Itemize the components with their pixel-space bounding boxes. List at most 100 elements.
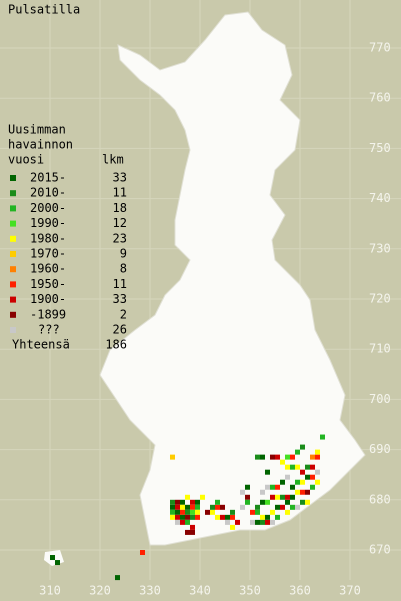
x-tick-label: 320 (89, 584, 111, 598)
observation (185, 529, 190, 535)
observation (245, 484, 250, 490)
observation (295, 449, 300, 455)
legend-label: 2010- (30, 186, 66, 200)
observation (280, 494, 285, 500)
legend-label: 1950- (30, 277, 66, 291)
observation (225, 514, 230, 520)
observation (195, 499, 200, 505)
observation (260, 514, 265, 520)
observation (275, 454, 280, 460)
total-count: 186 (105, 338, 127, 352)
observation (55, 560, 60, 566)
legend-label: 2015- (30, 171, 66, 185)
observation (315, 469, 320, 475)
observation (290, 454, 295, 460)
y-tick-label: 700 (369, 392, 391, 406)
observation (250, 509, 255, 515)
total-label: Yhteensä (12, 338, 70, 352)
legend-label: ??? (38, 323, 60, 337)
observation (200, 494, 205, 500)
observation (310, 484, 315, 490)
observation (185, 504, 190, 510)
observation (255, 519, 260, 525)
observation (285, 454, 290, 460)
legend-swatch (10, 311, 16, 318)
legend-label: 1960- (30, 262, 66, 276)
observation (140, 550, 145, 555)
observation (205, 509, 210, 515)
observation (275, 484, 280, 490)
legend-swatch (10, 175, 16, 181)
observation (245, 494, 250, 500)
observation (185, 509, 190, 515)
legend-swatch (10, 327, 16, 333)
observation (190, 514, 195, 520)
observation (270, 454, 275, 460)
observation (250, 519, 255, 525)
legend-count: 8 (120, 262, 127, 276)
observations (50, 434, 325, 581)
observation (290, 504, 295, 510)
legend-count: 11 (113, 277, 127, 291)
legend-label: 1990- (30, 216, 66, 230)
observation (260, 519, 265, 525)
observation (170, 454, 175, 460)
observation (230, 514, 235, 520)
observation (180, 509, 185, 515)
legend-count: 2 (120, 307, 127, 321)
observation (190, 499, 195, 505)
observation (215, 514, 220, 520)
observation (255, 509, 260, 515)
observation (315, 454, 320, 460)
observation (280, 459, 285, 465)
observation (265, 469, 270, 475)
observation (305, 499, 310, 505)
observation (295, 504, 300, 510)
legend-swatch (10, 281, 16, 288)
observation (265, 514, 270, 520)
legend-count: 23 (113, 231, 127, 245)
observation (305, 464, 310, 470)
observation (265, 519, 270, 525)
legend-count: 33 (113, 171, 127, 185)
observation (275, 514, 280, 520)
observation (195, 504, 200, 510)
x-tick-label: 360 (289, 584, 311, 598)
observation (235, 519, 240, 525)
legend-count: 12 (113, 216, 127, 230)
x-tick-label: 310 (39, 584, 61, 598)
legend-swatch (10, 266, 16, 273)
observation (300, 489, 305, 495)
observation (255, 454, 260, 460)
observation (180, 519, 185, 525)
y-tick-label: 670 (369, 543, 391, 557)
y-tick-label: 680 (369, 492, 391, 506)
observation (230, 509, 235, 515)
observation (290, 464, 295, 470)
y-tick-label: 730 (369, 241, 391, 255)
observation (210, 504, 215, 510)
legend-heading: havainnon (8, 138, 73, 152)
legend-label: 1980- (30, 231, 66, 245)
legend-label: 1970- (30, 247, 66, 261)
observation (180, 499, 185, 505)
observation (215, 499, 220, 505)
observation (295, 489, 300, 495)
y-tick-label: 690 (369, 442, 391, 456)
legend-count-heading: lkm (102, 153, 124, 167)
title: Pulsatilla (8, 3, 80, 17)
observation (320, 434, 325, 440)
legend-swatch (10, 205, 16, 212)
observation (310, 474, 315, 480)
legend-label: -1899 (30, 307, 66, 321)
observation (230, 524, 235, 530)
observation (185, 519, 190, 525)
observation (315, 479, 320, 485)
observation (300, 479, 305, 485)
observation (170, 514, 175, 520)
legend-swatch (10, 235, 16, 242)
observation (175, 499, 180, 505)
observation (310, 454, 315, 460)
observation (285, 474, 290, 480)
